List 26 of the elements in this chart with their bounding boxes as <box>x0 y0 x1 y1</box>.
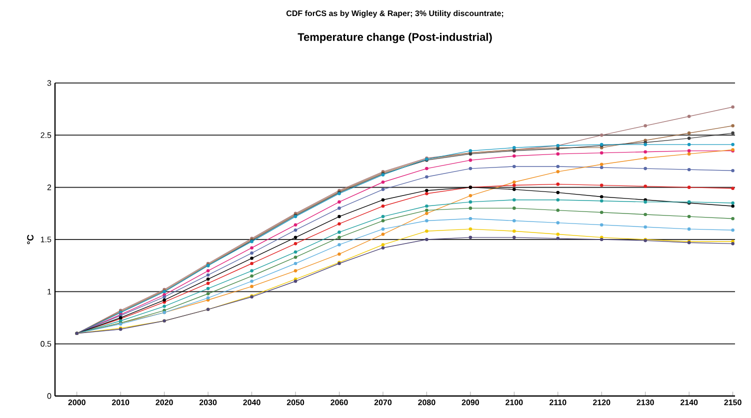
x-tick-label: 2140 <box>680 400 698 406</box>
x-tick-label: 2110 <box>550 400 566 406</box>
y-tick-label: 0 <box>47 393 52 399</box>
y-tick-label: 2.5 <box>40 132 52 138</box>
x-tick-label: 2000 <box>68 400 86 406</box>
x-tick-label: 2040 <box>243 400 260 406</box>
x-tick-label: 2070 <box>374 400 392 406</box>
x-tick-label: 2100 <box>506 400 523 406</box>
chart-subtitle: CDF forCS as by Wigley & Raper; 3% Utility discountrate; <box>286 10 504 18</box>
x-tick-label: 2050 <box>286 400 304 406</box>
y-tick-label: 1 <box>48 288 52 294</box>
x-tick-label: 2060 <box>330 400 348 406</box>
y-tick-label: 1.5 <box>40 236 52 242</box>
x-tick-label: 2150 <box>724 400 742 406</box>
y-tick-label: 2 <box>47 184 52 190</box>
x-tick-label: 2030 <box>199 400 217 406</box>
y-tick-label: 0.5 <box>40 341 52 347</box>
x-tick-label: 2010 <box>112 400 130 406</box>
y-axis-title: °C <box>27 234 34 244</box>
x-tick-label: 2020 <box>156 400 173 406</box>
x-tick-label: 2080 <box>418 400 436 406</box>
x-tick-label: 2120 <box>593 400 610 406</box>
y-tick-label: 3 <box>47 80 52 86</box>
x-tick-label: 2090 <box>462 400 480 406</box>
chart-title: Temperature change (Post-industrial) <box>298 32 492 44</box>
x-tick-label: 2130 <box>636 400 654 406</box>
